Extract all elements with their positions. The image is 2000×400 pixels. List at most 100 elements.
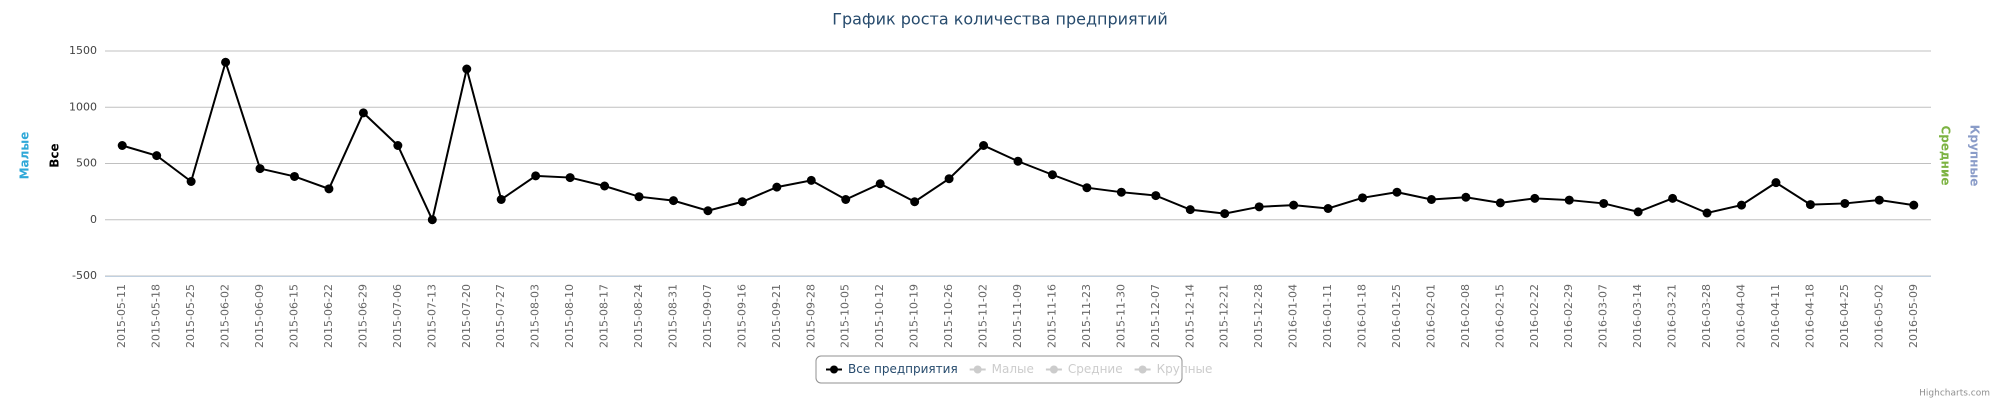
marker <box>1840 198 1850 208</box>
x-tick-label: 2015-08-31 <box>666 284 679 348</box>
marker <box>289 171 299 181</box>
marker <box>634 192 644 202</box>
marker <box>1254 202 1264 212</box>
x-tick-label: 2016-02-22 <box>1528 284 1541 348</box>
chart-title: График роста количества предприятий <box>832 10 1168 29</box>
legend-item[interactable]: Средние <box>1068 362 1123 376</box>
x-tick-label: 2016-01-25 <box>1390 284 1403 348</box>
y2-axis-title: Средние <box>1939 125 1953 185</box>
x-tick-label: 2016-02-15 <box>1493 284 1506 348</box>
marker <box>358 108 368 118</box>
legend-box <box>815 355 1183 384</box>
legend-item[interactable]: Все предприятия <box>848 362 958 376</box>
marker <box>255 164 265 174</box>
legend-item[interactable]: Крупные <box>1157 362 1213 376</box>
x-tick-label: 2015-09-28 <box>804 284 817 348</box>
x-tick-label: 2016-01-11 <box>1321 284 1334 348</box>
marker <box>910 197 920 207</box>
marker <box>1426 195 1436 204</box>
x-tick-label: 2016-03-28 <box>1700 284 1713 348</box>
marker <box>1392 187 1402 197</box>
marker <box>1082 183 1092 193</box>
marker <box>1530 193 1540 203</box>
x-tick-label: 2015-05-25 <box>184 284 197 348</box>
marker <box>221 57 231 67</box>
x-tick-label: 2016-01-04 <box>1287 284 1300 348</box>
x-tick-label: 2016-01-18 <box>1356 284 1369 348</box>
x-tick-label: 2015-09-07 <box>701 284 714 348</box>
y-tick-label: -500 <box>72 269 97 282</box>
x-tick-label: 2016-04-04 <box>1735 284 1748 348</box>
marker <box>1323 204 1333 213</box>
marker <box>1185 205 1195 215</box>
line <box>121 58 1914 223</box>
x-tick-label: 2015-06-09 <box>253 284 266 348</box>
legend-symbol[interactable] <box>973 365 982 374</box>
marker <box>979 141 989 150</box>
legend-symbol[interactable] <box>1138 365 1147 374</box>
marker <box>1047 170 1057 180</box>
marker <box>600 181 610 191</box>
x-tick-label: 2015-11-16 <box>1045 284 1058 348</box>
y-tick-label: 1500 <box>69 44 97 57</box>
marker <box>841 195 851 204</box>
legend-item[interactable]: Малые <box>992 362 1034 376</box>
marker <box>668 196 678 206</box>
x-tick-label: 2015-06-29 <box>356 284 369 348</box>
marker <box>324 184 334 194</box>
x-tick-label: 2016-03-14 <box>1631 284 1644 348</box>
marker <box>1116 187 1126 197</box>
x-tick-label: 2016-04-11 <box>1769 284 1782 348</box>
marker <box>1495 198 1505 208</box>
marker <box>1220 209 1230 219</box>
marker <box>1874 195 1884 205</box>
x-tick-label: 2016-04-18 <box>1803 284 1816 348</box>
x-tick-label: 2015-11-30 <box>1114 284 1127 348</box>
marker <box>1564 195 1574 205</box>
marker <box>1771 178 1781 188</box>
marker <box>1358 193 1368 203</box>
marker <box>1668 193 1678 203</box>
marker <box>806 175 816 185</box>
y-tick-label: 500 <box>76 157 97 170</box>
x-tick-label: 2015-11-09 <box>1011 284 1024 348</box>
x-tick-label: 2015-08-10 <box>563 284 576 348</box>
marker <box>1633 207 1643 217</box>
x-tick-label: 2015-08-24 <box>632 284 645 348</box>
x-tick-label: 2015-07-20 <box>460 284 473 348</box>
x-tick-label: 2015-06-02 <box>219 284 232 348</box>
x-tick-label: 2016-05-09 <box>1907 284 1920 348</box>
y2-axis-title: Крупные <box>1968 125 1982 187</box>
x-tick-label: 2015-10-19 <box>908 284 921 348</box>
x-tick-label: 2015-09-16 <box>735 284 748 348</box>
x-tick-label: 2016-05-02 <box>1872 284 1885 348</box>
marker <box>117 141 127 150</box>
credits[interactable]: Highcharts.com <box>1919 389 1990 399</box>
marker <box>1909 200 1919 210</box>
marker <box>737 197 747 207</box>
x-tick-label: 2015-05-11 <box>115 284 128 348</box>
legend-symbol[interactable] <box>830 365 838 374</box>
x-tick-label: 2015-07-27 <box>494 284 507 348</box>
marker <box>1737 200 1747 210</box>
x-tick-label: 2016-04-25 <box>1838 284 1851 348</box>
x-tick-label: 2015-07-06 <box>391 284 404 348</box>
marker <box>772 182 782 192</box>
x-tick-label: 2016-03-07 <box>1597 284 1610 348</box>
marker <box>152 151 162 161</box>
legend-symbol[interactable] <box>1049 365 1058 374</box>
x-tick-label: 2015-06-22 <box>322 284 335 348</box>
x-tick-label: 2015-12-14 <box>1183 284 1196 348</box>
marker <box>875 179 885 189</box>
x-tick-label: 2016-02-08 <box>1459 284 1472 348</box>
marker <box>1289 200 1299 210</box>
x-tick-label: 2015-10-12 <box>873 284 886 348</box>
x-tick-label: 2015-08-17 <box>598 284 611 348</box>
marker <box>496 195 506 204</box>
x-tick-label: 2015-06-15 <box>287 284 300 348</box>
x-tick-label: 2015-05-18 <box>150 284 163 348</box>
x-tick-label: 2015-12-21 <box>1218 284 1231 348</box>
y-tick-label: 1000 <box>69 100 97 113</box>
x-tick-label: 2015-12-28 <box>1252 284 1265 348</box>
